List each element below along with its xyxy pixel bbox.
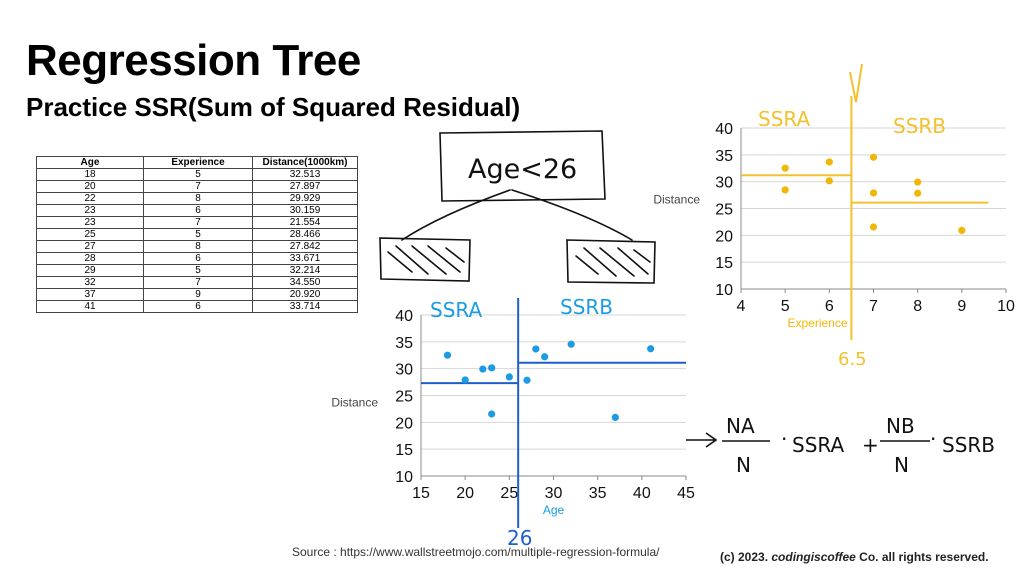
age-split-label: 26	[507, 526, 532, 550]
y-tick-label: 30	[395, 362, 413, 379]
y-tick-label: 35	[715, 148, 733, 165]
y-axis-label: Distance	[331, 396, 378, 410]
tree-diagram	[379, 130, 656, 284]
y-tick-label: 20	[715, 228, 733, 245]
table-row: 22 8 29.929	[36, 192, 358, 205]
y-tick-label: 25	[395, 389, 413, 406]
table-cell: 33.714	[252, 300, 358, 313]
table-row: 18 5 32.513	[36, 168, 358, 181]
x-tick-label: 10	[997, 298, 1015, 315]
tree-edge-right	[511, 189, 633, 241]
x-tick-label: 9	[957, 298, 966, 315]
table-row: 41 6 33.714	[36, 300, 358, 313]
data-point	[611, 413, 619, 421]
table-row: 32 7 34.550	[36, 276, 358, 289]
x-tick-label: 20	[456, 485, 474, 502]
x-tick-label: 5	[781, 298, 790, 315]
y-tick-label: 10	[715, 282, 733, 299]
exp-split-tick-mark	[849, 63, 863, 103]
leaf-hatch-left	[387, 245, 465, 275]
x-tick-label: 40	[633, 485, 651, 502]
leaf-hatch-right	[575, 247, 651, 277]
x-tick-label: 8	[913, 298, 922, 315]
x-tick-label: 45	[677, 485, 695, 502]
copyright-notice: (c) 2023. codingiscoffee Co. all rights …	[720, 550, 989, 564]
data-point	[869, 153, 878, 161]
data-point	[825, 177, 833, 185]
age-ssrb-label: SSRB	[560, 295, 613, 319]
data-point	[532, 345, 540, 353]
y-tick-label: 40	[715, 121, 733, 138]
formula-na: NA	[726, 414, 755, 438]
exp-ssra-label: SSRA	[758, 107, 810, 131]
formula-dot-left: ·	[781, 427, 787, 451]
formula-ssra: SSRA	[792, 433, 844, 457]
formula-plus: +	[862, 433, 879, 457]
table-body: 18 5 32.513 20 7 27.897 22 8 29.929 23 6 30.159 23 7 2…	[36, 168, 358, 313]
y-tick-label: 10	[395, 469, 413, 486]
y-tick-label: 15	[715, 255, 733, 272]
data-point	[443, 351, 452, 359]
x-tick-label: 7	[869, 298, 878, 315]
x-tick-label: 15	[412, 485, 430, 502]
data-point	[567, 340, 575, 348]
x-tick-label: 30	[545, 485, 563, 502]
arrow-icon	[686, 432, 718, 448]
data-point	[781, 186, 789, 194]
x-tick-label: 25	[500, 485, 518, 502]
x-tick-label: 6	[825, 298, 834, 315]
x-tick-label: 4	[737, 298, 746, 315]
data-point	[505, 373, 513, 381]
tree-root-box	[439, 130, 606, 202]
tree-leaf-left	[379, 237, 471, 282]
tree-edge-left	[401, 189, 511, 241]
y-tick-label: 40	[395, 308, 413, 325]
source-citation: Source : https://www.wallstreetmojo.com/…	[292, 545, 660, 559]
y-tick-label: 30	[715, 175, 733, 192]
data-point	[461, 376, 469, 384]
data-point	[869, 223, 878, 231]
slide-subtitle: Practice SSR(Sum of Squared Residual)	[26, 92, 521, 122]
data-point	[958, 226, 966, 234]
exp-ssrb-label: SSRB	[893, 114, 946, 138]
y-tick-label: 20	[395, 415, 413, 432]
y-tick-label: 25	[715, 202, 733, 219]
data-point	[523, 376, 531, 384]
weighted-ssr-formula: NA N · SSRA + NB N · SSRB	[686, 414, 995, 477]
data-point	[647, 345, 655, 353]
x-axis-label: Experience	[787, 316, 847, 330]
y-tick-label: 35	[395, 335, 413, 352]
tree-root-label: Age<26	[468, 154, 577, 185]
slide-title: Regression Tree	[26, 36, 361, 85]
data-point	[869, 189, 878, 197]
exp-split-label: 6.5	[838, 349, 867, 370]
age-ssra-label: SSRA	[430, 298, 482, 322]
formula-n-right: N	[894, 453, 909, 477]
x-axis-label: Age	[543, 503, 565, 517]
formula-n-left: N	[736, 453, 751, 477]
data-point	[479, 365, 487, 373]
data-point	[914, 178, 922, 186]
data-point	[488, 410, 496, 418]
data-point	[488, 364, 496, 372]
formula-ssrb: SSRB	[942, 433, 995, 457]
data-point	[781, 164, 789, 172]
formula-dot-right: ·	[930, 427, 936, 451]
formula-nb: NB	[886, 414, 915, 438]
y-tick-label: 15	[395, 442, 413, 459]
data-point	[541, 353, 549, 361]
data-table: Age Experience Distance(1000km) 18 5 32.513 2…	[36, 156, 358, 313]
tree-leaf-right	[566, 239, 656, 284]
x-tick-label: 35	[589, 485, 607, 502]
table-row: 29 5 32.214	[36, 264, 358, 277]
table-row: 28 6 33.671	[36, 252, 358, 265]
y-axis-label: Distance	[653, 193, 700, 207]
data-point	[914, 189, 922, 197]
data-point	[825, 158, 833, 166]
